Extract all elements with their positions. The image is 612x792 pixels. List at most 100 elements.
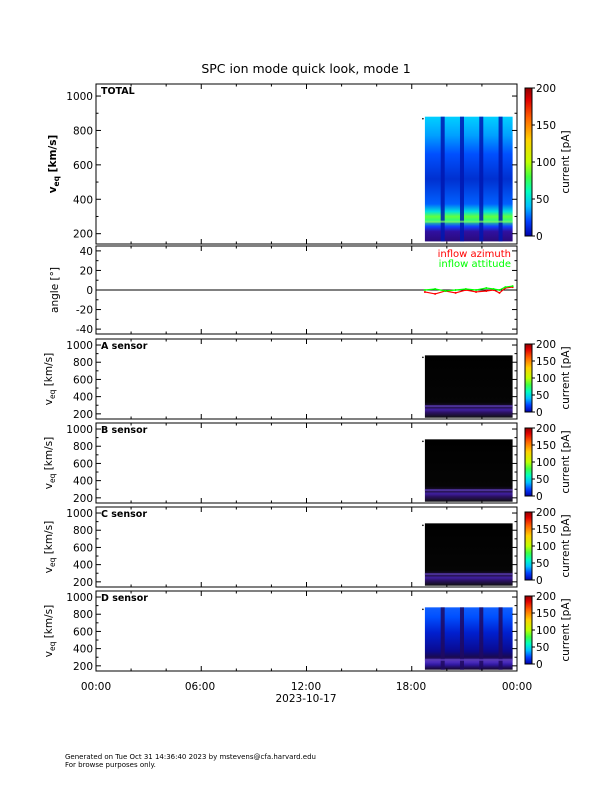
panel-b-sensor: 200 400 600 800 1000 B sensor veq [km/s] 0 50 100… [43, 422, 572, 505]
x-tick-label-0000: 00:00 [81, 681, 111, 693]
colorbar-tick-label: 200 [536, 339, 556, 351]
colorbar [524, 87, 533, 237]
data-start-marker [422, 356, 424, 359]
panel-label: A sensor [101, 341, 148, 352]
series-point [485, 289, 488, 292]
series-point [434, 288, 437, 291]
series-point [423, 290, 426, 293]
series-point [454, 289, 457, 291]
colorbar-tick-label: 50 [536, 642, 549, 654]
y-tick-label: 200 [73, 577, 93, 589]
panel-total: 200 400 600 800 1000 TOTAL veq [km/s] 0 50 100 150… [47, 83, 572, 245]
colorbar-tick-label: 50 [536, 194, 549, 206]
colorbar-tick-label: 150 [536, 524, 556, 536]
colorbar-tick-label: 0 [536, 491, 543, 503]
y-tick-label: 200 [73, 229, 93, 241]
colorbar-tick-label: 150 [536, 608, 556, 620]
y-tick-label: 800 [73, 125, 93, 137]
y-tick-label: 800 [73, 609, 93, 621]
legend-entry: inflow attitude [439, 259, 511, 270]
series-point [504, 286, 507, 289]
x-tick-label-1800: 18:00 [396, 681, 426, 693]
spectrogram-gap-stripe [440, 607, 445, 670]
y-tick-label: 1000 [66, 592, 93, 604]
y-tick-label: 400 [73, 476, 93, 488]
y-axis-label: veq [km/s] [43, 605, 57, 657]
colorbar-tick-label: 0 [536, 407, 543, 419]
colorbar-tick-label: 100 [536, 625, 556, 637]
footer-browse: For browse purposes only. [65, 761, 156, 769]
data-start-marker [422, 440, 424, 443]
x-tick-label-1200: 12:00 [291, 681, 321, 693]
y-tick-label: 600 [73, 458, 93, 470]
y-tick-label: 400 [73, 560, 93, 572]
spectrogram-block [424, 116, 513, 242]
y-tick-label: 800 [73, 525, 93, 537]
y-tick-label: 600 [73, 374, 93, 386]
y-tick-label: 1000 [66, 508, 93, 520]
colorbar-tick-label: 100 [536, 541, 556, 553]
spectrogram-gap-stripe [440, 116, 445, 242]
x-axis-date: 2023-10-17 [275, 693, 336, 705]
colorbar-label: current [pA] [560, 346, 572, 409]
y-tick-label: 20 [80, 265, 93, 277]
spectrogram-gap-stripe [498, 116, 503, 242]
series-point [454, 291, 457, 294]
series-point [498, 291, 501, 294]
colorbar-tick-label: 100 [536, 373, 556, 385]
colorbar [524, 343, 533, 413]
panel-label: C sensor [101, 509, 147, 520]
footer: Generated on Tue Oct 31 14:36:40 2023 by… [65, 753, 316, 769]
colorbar-tick-label: 200 [536, 507, 556, 519]
colorbar-tick-label: 100 [536, 157, 556, 169]
y-axis-label: veq [km/s] [43, 521, 57, 573]
colorbar-label: current [pA] [560, 430, 572, 493]
y-tick-label: 400 [73, 644, 93, 656]
spectrogram-gap-stripe [479, 607, 484, 670]
series-point [423, 289, 426, 291]
series-point [492, 288, 495, 291]
y-tick-label: 400 [73, 392, 93, 404]
data-start-marker [422, 117, 424, 120]
y-tick-label: -40 [76, 324, 93, 336]
colorbar-tick-label: 0 [536, 659, 543, 671]
data-start-marker [422, 608, 424, 611]
y-tick-label: 200 [73, 409, 93, 421]
colorbar-tick-label: 50 [536, 390, 549, 402]
spectrogram-block [424, 355, 513, 418]
series-point [434, 292, 437, 295]
colorbar-label: current [pA] [560, 598, 572, 661]
colorbar-tick-label: 200 [536, 591, 556, 603]
series-point [444, 289, 447, 292]
panel-a-sensor: 200 400 600 800 1000 A sensor veq [km/s] 0 50 100… [43, 338, 572, 421]
colorbar-tick-label: 50 [536, 474, 549, 486]
y-tick-label: 800 [73, 357, 93, 369]
data-start-marker [422, 524, 424, 527]
y-tick-label: 600 [73, 626, 93, 638]
colorbar-tick-label: 200 [536, 83, 556, 95]
colorbar-label: current [pA] [560, 130, 572, 193]
colorbar-tick-label: 50 [536, 558, 549, 570]
y-tick-label: 200 [73, 493, 93, 505]
colorbar-tick-label: 0 [536, 575, 543, 587]
colorbar [524, 511, 533, 581]
panel-label: TOTAL [101, 86, 135, 97]
series-point [475, 290, 478, 293]
y-tick-label: 0 [86, 285, 93, 297]
figure-title: SPC ion mode quick look, mode 1 [201, 61, 410, 76]
colorbar-tick-label: 150 [536, 440, 556, 452]
y-tick-label: 600 [73, 542, 93, 554]
colorbar-label: current [pA] [560, 514, 572, 577]
spectrogram-gap-stripe [459, 116, 464, 242]
spectrogram-block [424, 439, 513, 502]
panel-label: D sensor [101, 593, 148, 604]
series-point [498, 289, 501, 291]
series-point [511, 285, 514, 288]
y-tick-label: 800 [73, 441, 93, 453]
colorbar [524, 427, 533, 497]
y-axis-label: veq [km/s] [43, 437, 57, 489]
y-tick-label: 1000 [66, 424, 93, 436]
